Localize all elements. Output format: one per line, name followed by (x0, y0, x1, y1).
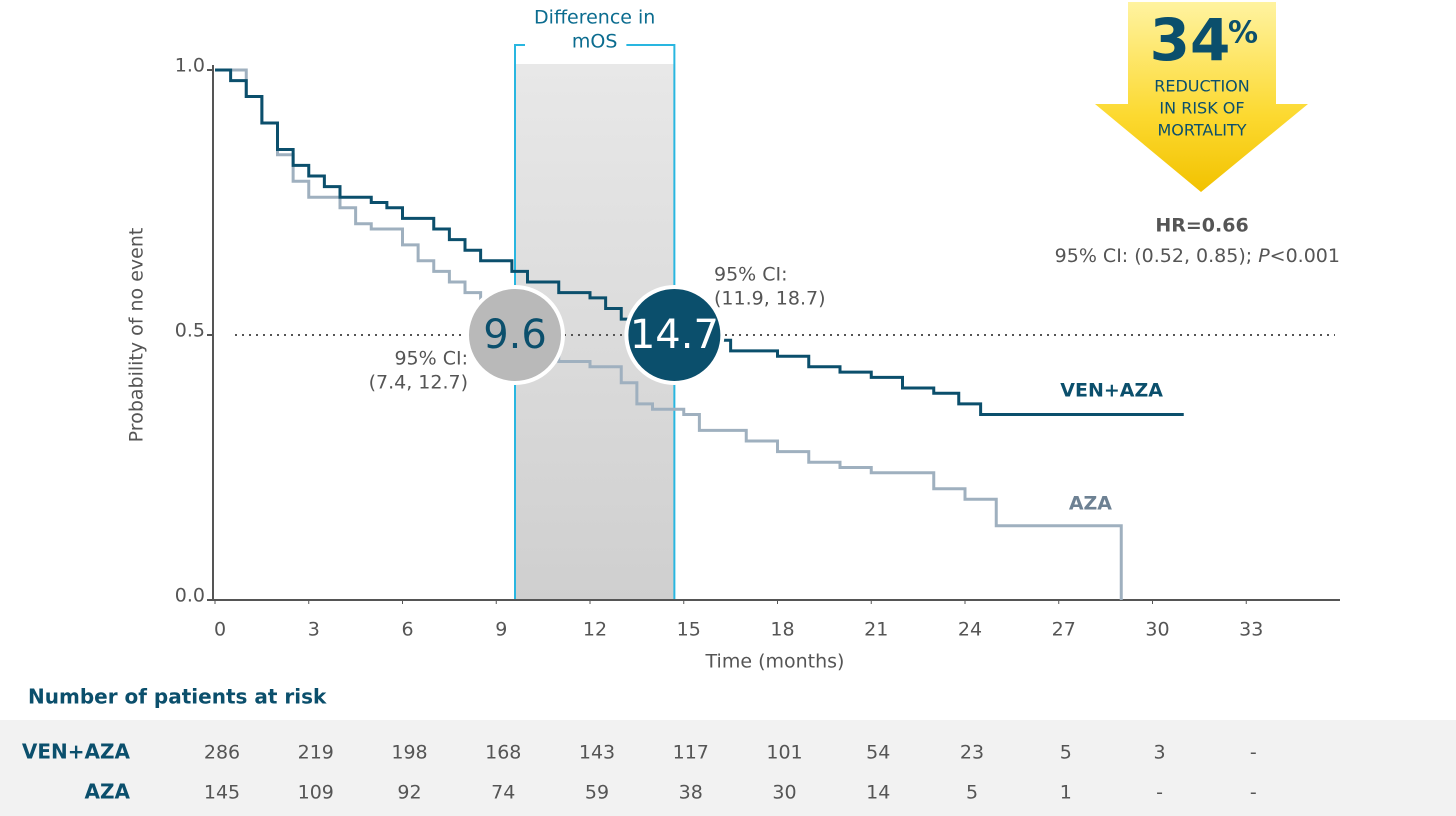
hr: HR=0.66 (1155, 215, 1248, 237)
median-ci: (11.9, 18.7) (714, 288, 826, 310)
x-tick-label: 12 (583, 619, 607, 641)
risk-value: 168 (485, 742, 521, 764)
series-label: AZA (1069, 493, 1112, 515)
difference-label: Difference in (534, 7, 655, 29)
risk-value: - (1250, 742, 1257, 764)
x-tick-label: 6 (401, 619, 413, 641)
hr-ci-text: 95% CI: (0.52, 0.85); (1055, 245, 1259, 267)
p-value: <0.001 (1270, 245, 1340, 267)
callout-line: IN RISK OF (1159, 99, 1244, 118)
risk-value: 38 (679, 782, 703, 804)
risk-value: 143 (579, 742, 615, 764)
x-tick-label: 9 (495, 619, 507, 641)
risk-value: 145 (204, 782, 240, 804)
p-label: P (1258, 245, 1270, 267)
risk-value: 3 (1153, 742, 1165, 764)
callout-arrow (1095, 2, 1308, 192)
risk-value: 219 (298, 742, 334, 764)
risk-value: 286 (204, 742, 240, 764)
risk-value: 101 (766, 742, 802, 764)
risk-value: - (1250, 782, 1257, 804)
y-tick-label: 0.5 (175, 320, 205, 342)
y-tick-label: 0.0 (175, 585, 205, 607)
series-label: VEN+AZA (1060, 380, 1163, 402)
x-axis-label: Time (months) (705, 651, 845, 673)
callout-unit: % (1228, 16, 1258, 51)
x-tick-label: 3 (308, 619, 320, 641)
risk-row-name: AZA (85, 780, 131, 804)
difference-label: mOS (572, 31, 618, 53)
risk-value: 109 (298, 782, 334, 804)
risk-value: 23 (960, 742, 984, 764)
x-tick-label: 21 (864, 619, 888, 641)
median-ci-label: 95% CI: (394, 348, 468, 370)
hr-ci: 95% CI: (0.52, 0.85); P<0.001 (1055, 245, 1340, 267)
risk-value: 92 (397, 782, 421, 804)
median-ci: (7.4, 12.7) (369, 372, 468, 394)
risk-value: 5 (966, 782, 978, 804)
risk-row-name: VEN+AZA (22, 740, 131, 764)
callout-line: MORTALITY (1157, 121, 1246, 140)
difference-bracket (514, 44, 676, 600)
risk-table-band (0, 720, 1456, 816)
median-marker (624, 285, 725, 385)
x-tick-label: 33 (1239, 619, 1263, 641)
x-tick-label: 15 (677, 619, 701, 641)
x-tick-label: 30 (1145, 619, 1169, 641)
risk-value: 30 (772, 782, 796, 804)
x-tick-label: 27 (1052, 619, 1076, 641)
callout-value: 34 (1150, 6, 1231, 74)
median-ci-label: 95% CI: (714, 264, 788, 286)
x-tick-label: 24 (958, 619, 982, 641)
risk-value: 59 (585, 782, 609, 804)
survival-curve (215, 68, 1184, 416)
y-axis-label: Probability of no event (126, 228, 148, 443)
y-tick-label: 1.0 (175, 55, 205, 77)
median-value: 9.6 (483, 312, 547, 358)
median-marker (465, 285, 565, 385)
risk-value: - (1156, 782, 1163, 804)
callout-line: REDUCTION (1154, 77, 1249, 96)
risk-value: 5 (1060, 742, 1072, 764)
risk-value: 14 (866, 782, 890, 804)
risk-value: 198 (391, 742, 427, 764)
x-tick-label: 0 (214, 619, 226, 641)
risk-value: 117 (673, 742, 709, 764)
risk-value: 74 (491, 782, 515, 804)
x-tick-label: 18 (770, 619, 794, 641)
risk-value: 54 (866, 742, 890, 764)
median-value: 14.7 (630, 312, 719, 358)
risk-table-title: Number of patients at risk (28, 685, 327, 709)
risk-value: 1 (1060, 782, 1072, 804)
